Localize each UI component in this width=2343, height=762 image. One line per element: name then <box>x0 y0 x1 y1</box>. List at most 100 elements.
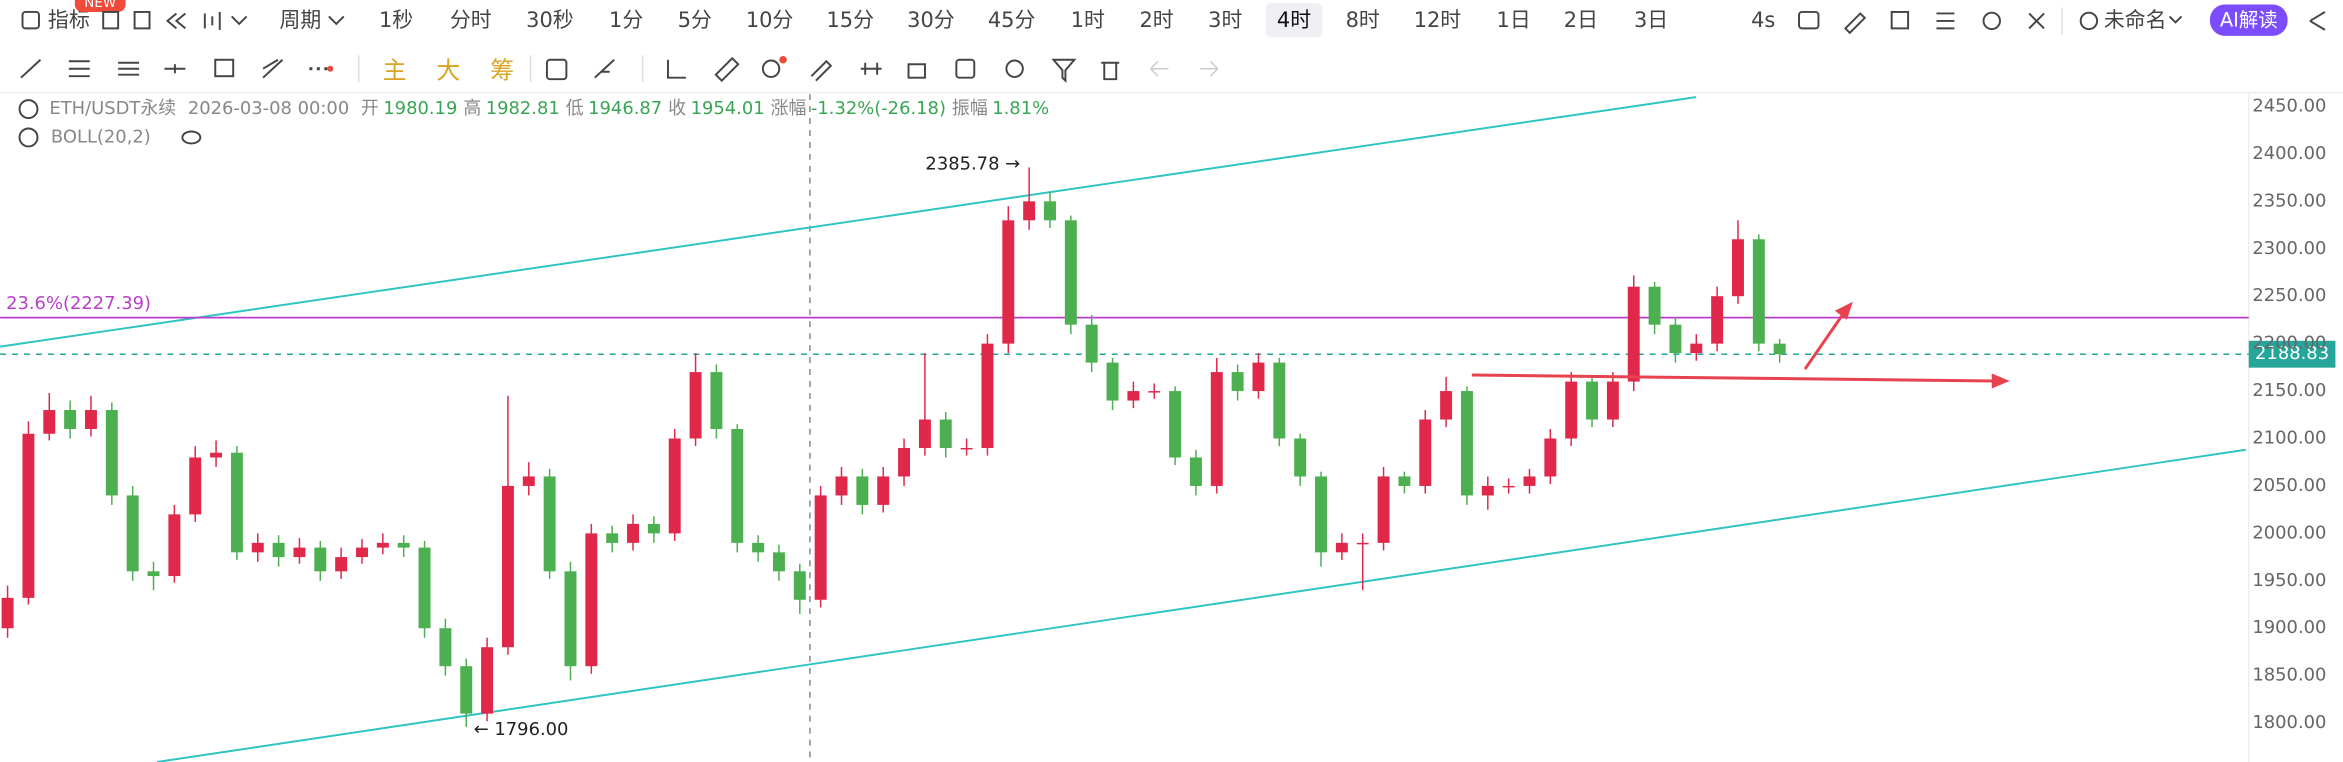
candle-body <box>835 476 848 496</box>
candle-body <box>1273 362 1286 439</box>
period-button[interactable]: 周期 <box>280 8 322 32</box>
more-dot <box>327 65 334 72</box>
candle-body <box>1565 381 1578 439</box>
hline-tool[interactable] <box>164 64 186 74</box>
layout-name[interactable]: 未命名 <box>2104 8 2167 32</box>
candle-body <box>689 372 702 439</box>
channel-upper <box>0 96 1697 348</box>
dropdown-icon[interactable] <box>231 15 248 26</box>
quick-tool[interactable]: 主 <box>383 57 407 85</box>
candle-body <box>1127 391 1140 401</box>
interval-button[interactable]: 分时 <box>450 8 492 32</box>
candle-body <box>731 429 744 543</box>
zoom-tool[interactable] <box>761 59 781 78</box>
redo[interactable] <box>1199 60 1219 77</box>
interval-button[interactable]: 30秒 <box>526 8 574 32</box>
camera-icon[interactable] <box>1798 10 1820 30</box>
hide-tool[interactable] <box>1005 59 1024 78</box>
candle-body <box>668 438 681 534</box>
collapse-icon[interactable] <box>18 127 39 148</box>
lock-all-tool[interactable] <box>860 62 882 75</box>
interval-button[interactable]: 15分 <box>827 8 875 32</box>
lock-tool[interactable] <box>907 63 926 79</box>
share-icon[interactable] <box>2309 11 2326 31</box>
y-tick-label: 2300.00 <box>2252 238 2326 259</box>
layout-dropdown[interactable] <box>2168 15 2183 24</box>
filter-tool[interactable] <box>1051 58 1077 84</box>
interval-button[interactable]: 45分 <box>988 8 1036 32</box>
candle-body <box>1148 391 1161 393</box>
quick-tool[interactable]: 大 <box>436 57 460 85</box>
interval-button[interactable]: 1秒 <box>379 8 413 32</box>
channel-tool[interactable] <box>262 58 284 79</box>
list-icon[interactable] <box>1936 12 1955 30</box>
interval-button[interactable]: 1日 <box>1497 8 1531 32</box>
interval-button[interactable]: 1分 <box>609 8 643 32</box>
ai-button[interactable]: AI解读 <box>2220 8 2278 31</box>
candle-body <box>710 372 723 430</box>
quick-tool[interactable]: 筹 <box>490 57 514 85</box>
candle-body <box>460 666 473 714</box>
period-dropdown[interactable] <box>328 15 345 26</box>
candle-body <box>22 433 35 598</box>
interval-button[interactable]: 2日 <box>1564 8 1598 32</box>
sync-tool[interactable] <box>545 58 568 81</box>
interval-button[interactable]: 2时 <box>1139 8 1173 32</box>
candle-body <box>522 476 535 486</box>
layout-icon[interactable] <box>102 10 120 30</box>
collapse-icon[interactable] <box>18 99 39 120</box>
interval-button[interactable]: 30分 <box>907 8 955 32</box>
candle-body <box>481 647 494 714</box>
cloud-icon[interactable] <box>2079 11 2099 31</box>
select-tool[interactable] <box>667 59 686 79</box>
ruler-tool[interactable] <box>714 56 740 83</box>
indicator-name: BOLL(20,2) <box>51 126 151 147</box>
candle-body <box>251 542 264 553</box>
candle-body <box>210 452 223 458</box>
interval-button[interactable]: 10分 <box>746 8 794 32</box>
interval-button[interactable]: 3日 <box>1634 8 1668 32</box>
candle-body <box>1773 343 1786 355</box>
candle-body <box>1690 343 1703 354</box>
back-icon[interactable] <box>165 12 187 30</box>
undo[interactable] <box>1150 60 1169 77</box>
magnet-tool[interactable] <box>810 59 833 82</box>
measure-tool[interactable] <box>594 59 615 79</box>
arrow-head <box>1834 301 1853 320</box>
field-label: 开 <box>361 98 379 119</box>
refresh-rate[interactable]: 4s <box>1751 8 1775 32</box>
window-icon[interactable] <box>1890 10 1910 30</box>
interval-button[interactable]: 3时 <box>1208 8 1242 32</box>
line-tool[interactable] <box>20 59 42 79</box>
indicator-icon[interactable] <box>21 10 40 30</box>
interval-button[interactable]: 5分 <box>678 8 712 32</box>
candle-body <box>1648 286 1661 325</box>
ai-button-bg[interactable] <box>2209 4 2288 36</box>
fullscreen-icon[interactable] <box>2028 12 2045 30</box>
candle-body <box>1669 324 1682 354</box>
field-value: -1.32%(-26.18) <box>811 98 946 119</box>
visibility-icon[interactable] <box>181 130 202 145</box>
arrow-horizontal <box>1471 373 1995 383</box>
template-tool[interactable] <box>955 58 976 79</box>
candle-icon[interactable] <box>203 11 221 30</box>
interval-button[interactable]: 1时 <box>1071 8 1105 32</box>
fib-tool[interactable] <box>118 61 140 76</box>
rect-tool[interactable] <box>214 58 235 78</box>
candle-body <box>1002 220 1015 344</box>
interval-button[interactable]: 12时 <box>1414 8 1462 32</box>
candle-body <box>64 410 77 430</box>
edit-icon[interactable] <box>1843 12 1867 35</box>
interval-button[interactable]: 8时 <box>1346 8 1380 32</box>
delete-tool[interactable] <box>1101 61 1120 81</box>
grid-icon[interactable] <box>133 10 151 30</box>
settings-icon[interactable] <box>1982 11 2001 31</box>
y-tick-label: 2000.00 <box>2252 522 2326 543</box>
candle-body <box>1440 391 1453 420</box>
parallel-tool[interactable] <box>68 60 90 78</box>
arrow-head <box>1991 373 2010 389</box>
candle-body <box>752 542 765 553</box>
interval-button[interactable]: 4时 <box>1277 8 1311 32</box>
channel-lower <box>156 448 2246 762</box>
